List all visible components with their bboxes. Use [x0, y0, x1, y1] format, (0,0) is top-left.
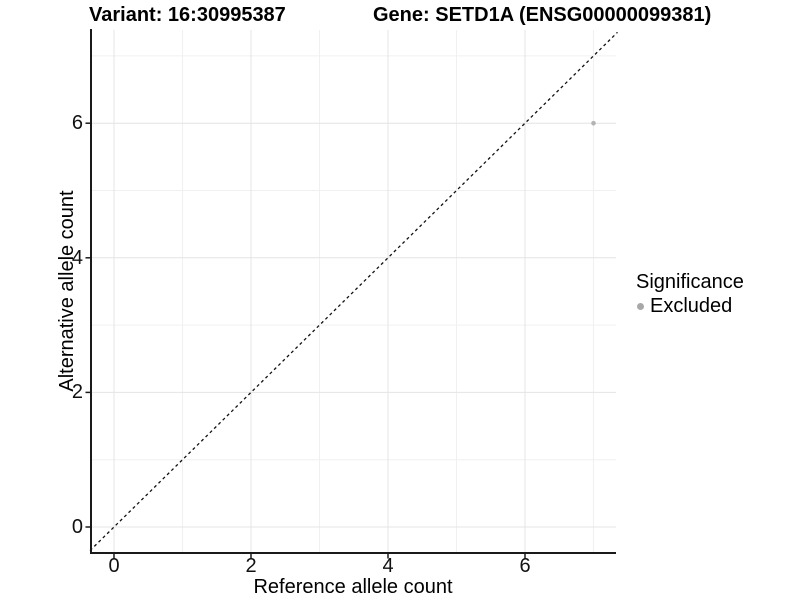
plot-title-gene: Gene: SETD1A (ENSG00000099381) — [373, 4, 712, 26]
x-tick-label: 6 — [519, 555, 531, 577]
legend-item-excluded: Excluded — [630, 295, 744, 317]
x-tick-label: 2 — [245, 555, 257, 577]
y-tick-label: 0 — [71, 516, 83, 538]
excluded-point-swatch-icon — [637, 302, 644, 310]
identity-dashed-line — [89, 31, 618, 552]
legend: Significance Excluded — [630, 271, 744, 317]
y-tick-label: 2 — [71, 381, 83, 404]
x-axis-title: Reference allele count — [253, 576, 453, 598]
x-tick-label: 0 — [108, 555, 120, 577]
data-point-excluded — [591, 120, 596, 126]
x-tick-label: 4 — [382, 555, 394, 577]
y-tick-label: 6 — [71, 112, 83, 135]
y-tick-label: 4 — [71, 246, 83, 269]
legend-item-label: Excluded — [650, 295, 733, 317]
plot-title-variant: Variant: 16:30995387 — [89, 4, 286, 26]
legend-title: Significance — [636, 271, 744, 293]
y-axis-title: Alternative allele count — [56, 190, 78, 392]
